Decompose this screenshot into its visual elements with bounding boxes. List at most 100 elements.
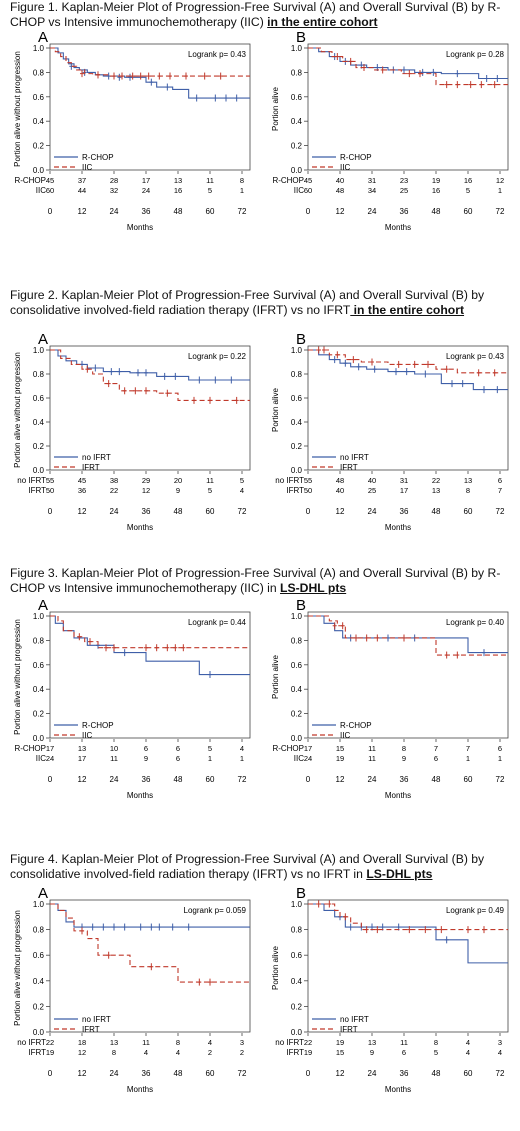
y-tick-label: 0.8 — [33, 926, 45, 935]
risk-row-label: no IFRT — [275, 1038, 304, 1047]
risk-count: 24 — [304, 754, 312, 763]
panel-letter: B — [296, 331, 306, 348]
x-tick-label: 72 — [238, 507, 247, 516]
y-tick-label: 0.4 — [33, 977, 45, 986]
y-axis-label: Portion alive — [271, 654, 280, 699]
figure-title-text: Figure 2. Kaplan-Meier Plot of Progressi… — [10, 288, 485, 317]
km-chart-3a: A 0.0 0.2 0.4 0.6 0.8 1.0 Portion alive without… — [13, 597, 251, 800]
legend-label: R-CHOP — [340, 153, 372, 162]
x-tick-label: 72 — [238, 775, 247, 784]
risk-count: 8 — [434, 1038, 438, 1047]
y-tick-label: 0.8 — [33, 370, 45, 379]
y-axis-label: Portion alive without progression — [13, 352, 22, 468]
risk-count: 4 — [176, 1048, 180, 1057]
y-tick-label: 0.2 — [33, 442, 45, 451]
legend-label: no IFRT — [340, 453, 369, 462]
x-tick-label: 36 — [400, 507, 409, 516]
x-tick-label: 36 — [142, 207, 151, 216]
risk-count: 12 — [496, 176, 504, 185]
risk-count: 24 — [46, 754, 54, 763]
risk-count: 37 — [78, 176, 86, 185]
y-tick-label: 0.2 — [291, 710, 303, 719]
legend-label: R-CHOP — [82, 153, 114, 162]
panel-letter: A — [38, 331, 48, 348]
x-tick-label: 36 — [400, 775, 409, 784]
y-tick-label: 0.8 — [291, 926, 303, 935]
y-axis-label: Portion alive without progression — [13, 619, 22, 735]
risk-count: 31 — [400, 476, 408, 485]
risk-count: 20 — [174, 476, 182, 485]
risk-count: 1 — [240, 186, 244, 195]
risk-count: 5 — [208, 744, 212, 753]
x-tick-label: 24 — [368, 507, 377, 516]
y-tick-label: 0.6 — [33, 93, 45, 102]
figure-4: Figure 4. Kaplan-Meier Plot of Progressi… — [0, 852, 520, 1131]
x-tick-label: 72 — [238, 207, 247, 216]
risk-count: 4 — [240, 744, 244, 753]
risk-row-label: IIC — [36, 186, 46, 195]
risk-count: 29 — [142, 476, 150, 485]
risk-count: 6 — [176, 744, 180, 753]
risk-count: 5 — [434, 1048, 438, 1057]
risk-count: 6 — [498, 476, 502, 485]
km-curve-ref — [50, 615, 250, 676]
figure-title: Figure 2. Kaplan-Meier Plot of Progressi… — [10, 288, 515, 318]
risk-count: 60 — [46, 186, 54, 195]
risk-count: 40 — [336, 486, 344, 495]
km-curve-ref — [308, 903, 508, 964]
y-tick-label: 0.8 — [291, 636, 303, 645]
risk-count: 13 — [464, 476, 472, 485]
risk-count: 11 — [368, 744, 376, 753]
y-tick-label: 0.4 — [33, 117, 45, 126]
km-curve-ref — [308, 349, 508, 391]
x-tick-label: 0 — [48, 1069, 53, 1078]
km-curve-comp — [50, 349, 250, 401]
figure-title-emphasis: LS-DHL pts — [280, 581, 347, 595]
risk-count: 4 — [466, 1038, 470, 1047]
x-tick-label: 0 — [306, 207, 311, 216]
x-tick-label: 60 — [206, 775, 215, 784]
km-chart-1b: B 0.0 0.2 0.4 0.6 0.8 1.0 Portion alive Logrank … — [271, 29, 509, 232]
x-tick-label: 36 — [142, 507, 151, 516]
x-tick-label: 48 — [174, 775, 183, 784]
risk-row-label: no IFRT — [275, 476, 304, 485]
figure-title-emphasis: in the entire cohort — [350, 303, 465, 317]
km-curve-comp — [50, 903, 250, 983]
figure-title-emphasis: LS-DHL pts — [366, 867, 433, 881]
risk-count: 22 — [46, 1038, 54, 1047]
legend-label: IIC — [82, 163, 92, 172]
y-tick-label: 0.2 — [291, 1002, 303, 1011]
risk-count: 22 — [304, 1038, 312, 1047]
y-tick-label: 0.2 — [33, 710, 45, 719]
x-tick-label: 12 — [336, 1069, 345, 1078]
x-tick-label: 12 — [336, 207, 345, 216]
legend-label: IFRT — [340, 463, 358, 472]
y-tick-label: 0.6 — [291, 951, 303, 960]
risk-count: 5 — [466, 186, 470, 195]
panel-letter: B — [296, 885, 306, 902]
plot-frame — [307, 899, 509, 1033]
risk-count: 7 — [434, 744, 438, 753]
risk-count: 11 — [400, 1038, 408, 1047]
risk-count: 25 — [368, 486, 376, 495]
logrank-label: Logrank p= 0.28 — [446, 50, 505, 59]
legend-label: IFRT — [82, 1025, 100, 1034]
km-chart-4a: A 0.0 0.2 0.4 0.6 0.8 1.0 Portion alive without… — [13, 885, 251, 1094]
risk-count: 17 — [78, 754, 86, 763]
risk-count: 1 — [498, 186, 502, 195]
plot-frame — [49, 43, 251, 171]
x-tick-label: 36 — [400, 1069, 409, 1078]
y-tick-label: 0.8 — [291, 370, 303, 379]
risk-count: 19 — [46, 1048, 54, 1057]
risk-count: 4 — [144, 1048, 148, 1057]
risk-count: 19 — [336, 754, 344, 763]
y-tick-label: 0.2 — [291, 442, 303, 451]
km-chart-3b: B 0.0 0.2 0.4 0.6 0.8 1.0 Portion alive Logrank … — [271, 597, 509, 800]
risk-row-label: R-CHOP — [272, 176, 304, 185]
risk-row-label: no IFRT — [17, 476, 46, 485]
x-tick-label: 0 — [48, 207, 53, 216]
x-axis-label: Months — [385, 223, 411, 232]
x-tick-label: 48 — [174, 1069, 183, 1078]
figure-title-text: Figure 1. Kaplan-Meier Plot of Progressi… — [10, 0, 501, 29]
risk-count: 24 — [142, 186, 150, 195]
